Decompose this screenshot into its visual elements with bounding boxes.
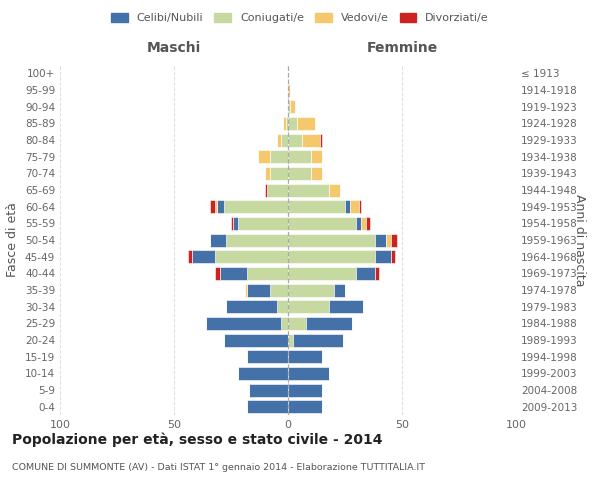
Bar <box>192 250 215 263</box>
Bar <box>188 250 192 263</box>
Y-axis label: Fasce di età: Fasce di età <box>7 202 19 278</box>
Bar <box>211 200 215 213</box>
Bar <box>290 100 295 113</box>
Bar <box>374 234 386 246</box>
Bar <box>286 117 288 130</box>
Bar <box>247 350 288 363</box>
Bar <box>288 284 334 296</box>
Bar <box>215 250 288 263</box>
Bar <box>302 134 320 146</box>
Bar <box>356 267 374 280</box>
Bar <box>288 317 306 330</box>
Bar <box>217 200 224 213</box>
Legend: Celibi/Nubili, Coniugati/e, Vedovi/e, Divorziati/e: Celibi/Nubili, Coniugati/e, Vedovi/e, Di… <box>107 8 493 28</box>
Bar <box>374 267 379 280</box>
Text: Maschi: Maschi <box>147 41 201 55</box>
Bar <box>233 217 238 230</box>
Bar <box>356 217 361 230</box>
Bar <box>288 84 290 96</box>
Bar <box>297 117 316 130</box>
Bar <box>306 317 352 330</box>
Bar <box>245 284 247 296</box>
Bar <box>288 134 302 146</box>
Bar <box>288 367 329 380</box>
Bar <box>350 200 359 213</box>
Bar <box>288 234 374 246</box>
Bar <box>215 267 220 280</box>
Bar <box>224 334 288 346</box>
Bar <box>365 217 370 230</box>
Text: Femmine: Femmine <box>367 41 437 55</box>
Bar <box>293 334 343 346</box>
Y-axis label: Anni di nascita: Anni di nascita <box>573 194 586 286</box>
Bar <box>288 117 297 130</box>
Bar <box>288 184 329 196</box>
Bar <box>311 167 322 180</box>
Bar <box>281 134 288 146</box>
Bar <box>391 250 395 263</box>
Bar <box>288 334 293 346</box>
Bar <box>311 150 322 163</box>
Bar <box>231 217 233 230</box>
Bar <box>206 317 281 330</box>
Bar <box>345 200 350 213</box>
Bar <box>288 150 311 163</box>
Bar <box>288 267 356 280</box>
Bar <box>270 150 288 163</box>
Bar <box>259 150 270 163</box>
Bar <box>226 300 277 313</box>
Bar <box>277 134 281 146</box>
Bar <box>238 217 288 230</box>
Bar <box>329 300 363 313</box>
Bar <box>265 167 270 180</box>
Bar <box>288 217 356 230</box>
Bar <box>391 234 397 246</box>
Bar <box>211 234 226 246</box>
Bar <box>359 200 361 213</box>
Bar <box>288 200 345 213</box>
Bar <box>283 117 286 130</box>
Bar <box>320 134 322 146</box>
Bar <box>226 234 288 246</box>
Bar <box>220 267 247 280</box>
Text: Popolazione per età, sesso e stato civile - 2014: Popolazione per età, sesso e stato civil… <box>12 432 383 447</box>
Bar <box>224 200 288 213</box>
Bar <box>288 167 311 180</box>
Bar <box>215 200 217 213</box>
Bar <box>247 400 288 413</box>
Bar <box>247 267 288 280</box>
Bar <box>265 184 268 196</box>
Bar <box>281 317 288 330</box>
Bar <box>329 184 340 196</box>
Bar <box>268 184 288 196</box>
Bar <box>288 300 329 313</box>
Bar <box>238 367 288 380</box>
Bar <box>249 384 288 396</box>
Bar <box>288 400 322 413</box>
Bar <box>288 350 322 363</box>
Bar <box>288 100 290 113</box>
Bar <box>277 300 288 313</box>
Bar <box>247 284 270 296</box>
Bar <box>334 284 345 296</box>
Bar <box>361 217 365 230</box>
Bar <box>288 250 374 263</box>
Bar <box>374 250 391 263</box>
Bar <box>386 234 391 246</box>
Bar <box>270 167 288 180</box>
Text: COMUNE DI SUMMONTE (AV) - Dati ISTAT 1° gennaio 2014 - Elaborazione TUTTITALIA.I: COMUNE DI SUMMONTE (AV) - Dati ISTAT 1° … <box>12 462 425 471</box>
Bar <box>288 384 322 396</box>
Bar <box>270 284 288 296</box>
